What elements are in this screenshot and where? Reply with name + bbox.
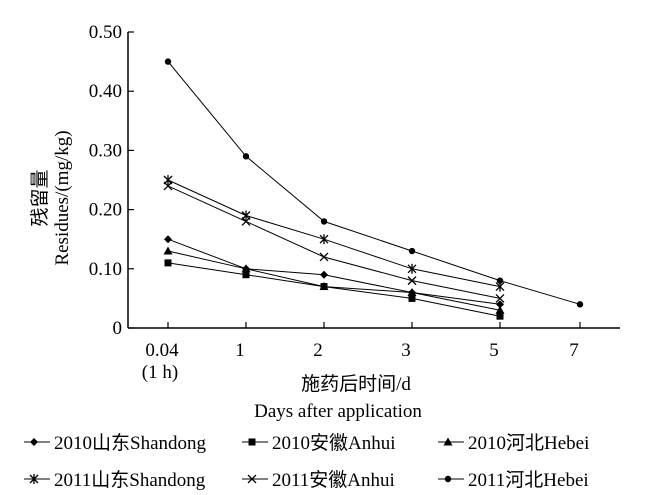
legend-marker xyxy=(29,473,39,484)
legend-swatch xyxy=(242,474,268,483)
y-tick-label: 0.20 xyxy=(89,200,122,221)
data-point xyxy=(320,218,328,225)
legend-label: 2011山东Shandong xyxy=(54,470,206,491)
data-point xyxy=(408,247,416,255)
data-point xyxy=(495,293,505,303)
y-axis-title-en: Residues/(mg/kg) xyxy=(52,130,73,265)
series-line xyxy=(167,61,581,305)
y-tick-label: 0.50 xyxy=(89,22,122,43)
legend-marker xyxy=(247,474,257,483)
data-point xyxy=(319,282,329,291)
y-axis-title-cn: 残留量 xyxy=(29,169,51,226)
legend-marker xyxy=(30,437,38,446)
x-axis-title-en: Days after application xyxy=(254,401,422,422)
x-tick-label: 7 xyxy=(569,340,579,361)
residue-line-chart: 0 0.10 0.20 0.30 0.40 0.50 0.04 1 2 3 5 7 施药后时间/d D… xyxy=(29,22,620,422)
legend-label: 2010山东Shandong xyxy=(54,433,207,454)
legend-marker xyxy=(443,437,453,445)
legend-item: 2011安徽Anhui xyxy=(240,465,436,492)
data-point xyxy=(407,276,417,286)
series-line xyxy=(167,238,501,305)
legend-swatch xyxy=(438,437,464,445)
legend-marker xyxy=(248,438,256,445)
data-point xyxy=(407,287,417,296)
legend-label: 2011安徽Anhui xyxy=(272,470,395,491)
y-tick-label: 0 xyxy=(113,318,123,339)
x-tick-label: 3 xyxy=(401,340,411,361)
legend-item: 2011河北Hebei xyxy=(436,465,632,492)
data-point xyxy=(163,246,173,255)
legend-marker xyxy=(444,475,452,482)
legend-item: 2010安徽Anhui xyxy=(240,428,436,455)
x-axis-title-cn: 施药后时间/d xyxy=(301,373,411,395)
data-point xyxy=(496,300,504,309)
data-point xyxy=(320,270,328,279)
legend-label: 2010安徽Anhui xyxy=(272,433,396,454)
x-tick-label: 0.04 xyxy=(145,340,179,361)
data-point xyxy=(164,259,172,267)
legend-item: 2010山东Shandong xyxy=(22,428,240,455)
data-point xyxy=(407,263,417,274)
series-line xyxy=(167,262,501,317)
data-point xyxy=(319,252,329,262)
tick-labels: 0 0.10 0.20 0.30 0.40 0.50 0.04 1 2 3 5 7 xyxy=(89,22,579,361)
x-tick-sublabel: (1 h) xyxy=(142,362,178,383)
y-tick-label: 0.30 xyxy=(89,140,122,161)
legend: 2010山东Shandong 2010安徽Anhui 2010河北Hebei 2011… xyxy=(22,428,642,492)
legend-label: 2010河北Hebei xyxy=(468,433,590,454)
data-point xyxy=(496,312,504,320)
data-point xyxy=(495,305,505,314)
x-tick-label: 2 xyxy=(313,340,323,361)
data-point xyxy=(242,271,250,279)
data-point xyxy=(163,181,173,191)
legend-item: 2011山东Shandong xyxy=(22,465,240,492)
x-tick-label: 5 xyxy=(489,340,499,361)
legend-swatch xyxy=(24,437,50,446)
legend-item: 2010河北Hebei xyxy=(436,428,632,455)
data-point xyxy=(408,294,416,302)
data-point xyxy=(241,264,251,273)
series-lines xyxy=(167,61,581,317)
legend-swatch xyxy=(438,475,464,482)
data-point xyxy=(242,153,250,160)
data-point xyxy=(241,216,251,226)
data-point xyxy=(496,277,504,284)
y-tick-label: 0.40 xyxy=(89,81,122,102)
axes xyxy=(127,31,620,329)
data-point xyxy=(319,234,329,245)
legend-swatch xyxy=(24,473,50,484)
y-tick-label: 0.10 xyxy=(89,259,122,280)
legend-label: 2011河北Hebei xyxy=(468,470,589,491)
data-point xyxy=(164,235,172,244)
x-tick-label: 1 xyxy=(235,340,245,361)
data-point xyxy=(576,301,584,308)
data-point xyxy=(164,58,172,65)
series-points xyxy=(163,58,584,320)
legend-swatch xyxy=(242,438,268,445)
